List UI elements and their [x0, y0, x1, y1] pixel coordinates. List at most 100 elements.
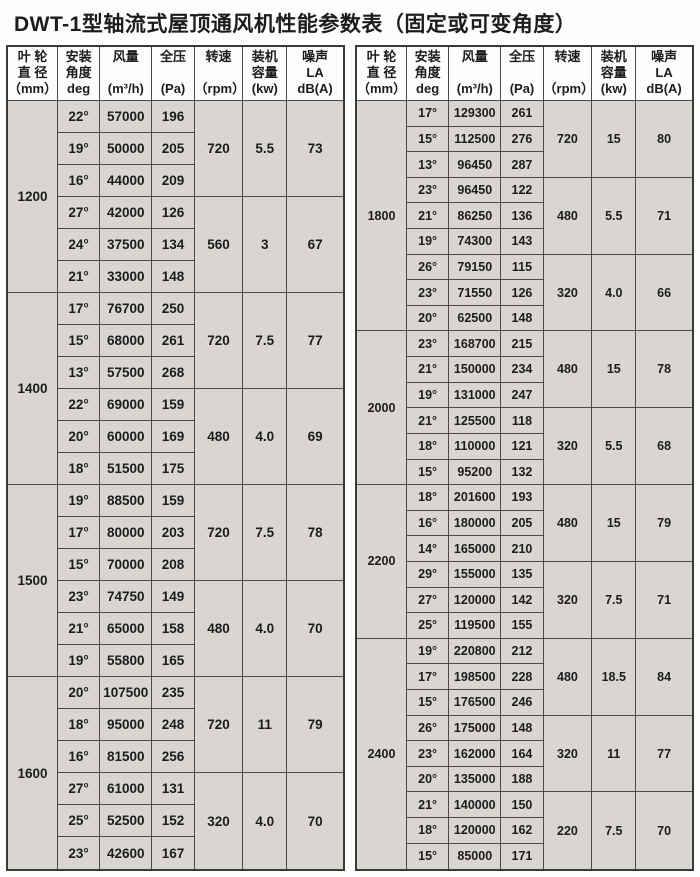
cell-flow: 42000	[99, 196, 153, 230]
cell-flow: 96450	[448, 151, 502, 178]
header-lines: 风量 (m³/h)	[101, 48, 151, 99]
cell-noise: 69	[286, 388, 345, 486]
cell-angle: 23°	[57, 836, 101, 871]
table-row: 1400 17° 76700 250 720 7.5 77	[6, 292, 345, 486]
cell-pressure: 152	[151, 804, 195, 838]
cell-angle: 15°	[406, 458, 450, 486]
cell-capacity: 5.5	[591, 407, 637, 486]
cell-flow: 57500	[99, 356, 153, 390]
cell-noise: 66	[635, 253, 694, 332]
cell-flow: 95200	[448, 458, 502, 486]
cell-flow: 180000	[448, 509, 502, 537]
cell-flow: 162000	[448, 740, 502, 767]
header-line: 转速	[205, 49, 232, 64]
cell-speed: 480	[193, 580, 244, 678]
cell-angle: 18°	[57, 708, 101, 742]
table-row: 27° 61000 131 320 4.0 70	[7, 772, 345, 871]
header-line: 直 径	[366, 65, 397, 81]
table-row: 1600 20° 107500 235 720 11 79	[6, 676, 345, 871]
table-row: 20° 60000 169	[7, 420, 344, 454]
cell-angle: 13°	[406, 151, 450, 178]
cell-pressure: 210	[500, 535, 544, 562]
cell-capacity: 7.5	[242, 292, 288, 390]
cell-pressure: 126	[151, 196, 195, 230]
cell-flow: 120000	[448, 817, 502, 844]
cell-angle: 26°	[406, 253, 450, 281]
cell-capacity: 15	[591, 330, 637, 409]
cell-pressure: 208	[151, 548, 195, 582]
cell-capacity: 18.5	[591, 637, 637, 716]
performance-table-right: 叶 轮直 径（mm） 安装 角度 deg 风量 (m³/h) 全压 (Pa) 转速 （rpm） 装机…	[355, 45, 694, 871]
cell-angle: 29°	[406, 560, 450, 588]
table-row: 15° 70000 208	[7, 548, 344, 582]
cell-flow: 71550	[448, 279, 502, 306]
cell-flow: 150000	[448, 356, 502, 383]
cell-angle: 19°	[406, 637, 450, 665]
cell-capacity: 7.5	[242, 484, 288, 582]
header-line: 叶 轮	[17, 49, 48, 64]
cell-pressure: 234	[500, 356, 544, 383]
table-row: 23° 42600 167	[7, 836, 344, 871]
cell-flow: 44000	[99, 164, 153, 198]
cell-pressure: 247	[500, 381, 544, 409]
cell-speed: 480	[193, 388, 244, 486]
cell-speed: 320	[542, 407, 593, 486]
cell-flow: 125500	[448, 407, 502, 434]
cell-flow: 69000	[99, 388, 153, 422]
cell-noise: 80	[635, 100, 694, 178]
cell-angle: 26°	[406, 714, 450, 742]
cell-speed: 480	[542, 484, 593, 562]
header-line: (Pa)	[160, 81, 186, 97]
cell-flow: 68000	[99, 324, 153, 358]
table-row: 15° 68000 261	[7, 324, 344, 358]
cell-flow: 62500	[448, 304, 502, 332]
cell-pressure: 149	[151, 580, 195, 614]
cell-angle: 18°	[57, 452, 101, 486]
header-line: （mm）	[357, 81, 407, 97]
header-line: 全压	[508, 49, 535, 64]
cell-pressure: 148	[500, 714, 544, 742]
cell-pressure: 134	[151, 228, 195, 262]
cell-pressure: 261	[151, 324, 195, 358]
cell-speed: 720	[193, 484, 244, 582]
cell-angle: 23°	[406, 176, 450, 204]
header-line: 装机	[600, 49, 627, 64]
cell-angle: 21°	[406, 356, 450, 383]
cell-flow: 51500	[99, 452, 153, 486]
cell-pressure: 188	[500, 765, 544, 793]
cell-angle: 15°	[406, 842, 450, 871]
cell-angle: 22°	[57, 99, 101, 134]
cell-capacity: 11	[242, 676, 288, 774]
cell-pressure: 118	[500, 407, 544, 434]
header-line: 叶 轮	[366, 49, 397, 64]
cell-pressure: 121	[500, 432, 544, 460]
cell-flow: 95000	[99, 708, 153, 742]
table-row: 19° 50000 205	[7, 132, 344, 166]
cell-capacity: 3	[242, 196, 288, 294]
cell-flow: 155000	[448, 560, 502, 588]
table-row: 25° 119500 155	[356, 612, 693, 639]
cell-flow: 201600	[448, 484, 502, 511]
cell-pressure: 126	[500, 279, 544, 306]
cell-flow: 120000	[448, 586, 502, 614]
tables-container: 叶 轮直 径（mm） 安装 角度 deg 风量 (m³/h) 全压 (Pa) 转速 （rpm） 装机…	[6, 45, 694, 871]
cell-angle: 20°	[57, 420, 101, 454]
header-lines: 噪声 LA dB(A)	[288, 48, 343, 99]
cell-speed: 480	[542, 176, 593, 255]
cell-angle: 14°	[406, 535, 450, 562]
header-lines: 装机 容量 (kw)	[593, 48, 635, 99]
cell-pressure: 148	[151, 260, 195, 294]
cell-angle: 21°	[57, 260, 101, 294]
table-row: 21° 33000 148	[7, 260, 344, 294]
header-line: 噪声	[302, 49, 329, 64]
table-row: 1800 17° 129300 261 720 15 80	[355, 99, 694, 332]
cell-flow: 131000	[448, 381, 502, 409]
cell-angle: 20°	[57, 676, 101, 710]
cell-pressure: 150	[500, 791, 544, 819]
table-row: 27° 120000 142	[356, 586, 693, 614]
cell-noise: 77	[286, 292, 345, 390]
cell-speed: 320	[193, 772, 244, 871]
cell-noise: 68	[635, 407, 694, 486]
header-line: (m³/h)	[107, 81, 144, 97]
table-row: 2200 18° 201600 193 480 15 79	[355, 484, 694, 639]
